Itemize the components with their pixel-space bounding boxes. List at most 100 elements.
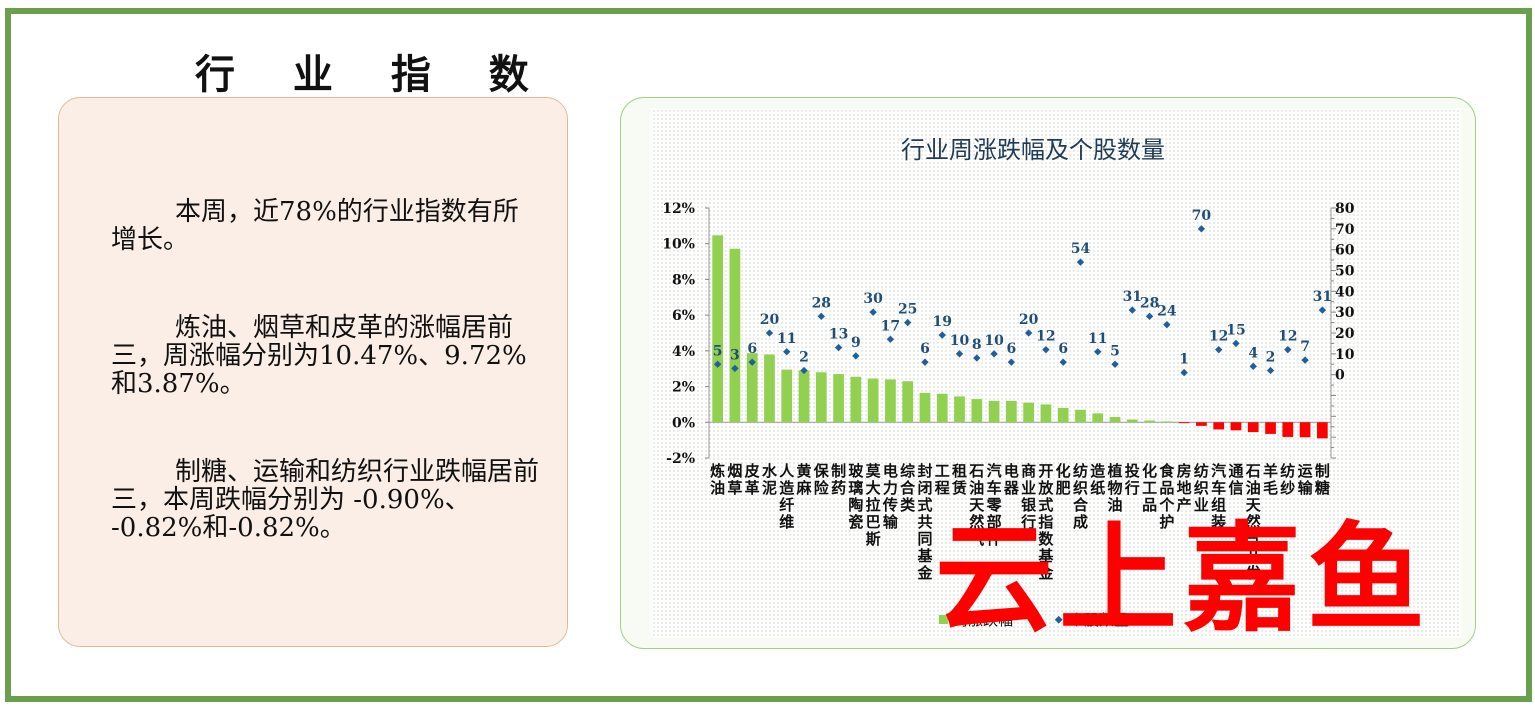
category-label-13: 金	[916, 564, 933, 582]
category-label-7: 险	[814, 479, 830, 497]
category-label-17: 部	[987, 513, 1002, 531]
y-right-tick-label: 30	[1335, 305, 1355, 321]
count-marker-35	[1301, 356, 1309, 364]
category-label-14: 工	[935, 462, 950, 480]
category-label-10: 莫	[866, 462, 882, 480]
category-label-33: 毛	[1263, 479, 1278, 497]
category-label-26: 品	[1142, 496, 1157, 514]
count-label-26: 28	[1140, 295, 1159, 311]
bar-16	[971, 399, 983, 423]
bar-19	[1023, 402, 1034, 423]
category-label-31: 信	[1228, 479, 1243, 497]
category-label-5: 造	[779, 479, 794, 497]
category-label-21: 化	[1056, 462, 1071, 480]
count-marker-13	[921, 358, 929, 366]
legend-bar-label: 周涨跌幅	[953, 611, 1013, 629]
category-label-20: 指	[1038, 513, 1053, 531]
legend-marker-label: 个股数量	[1069, 611, 1129, 629]
category-label-24: 植	[1108, 462, 1123, 480]
count-label-5: 11	[777, 331, 796, 347]
category-label-6: 麻	[796, 479, 813, 497]
category-label-20: 数	[1038, 530, 1054, 548]
category-label-3: 革	[745, 479, 760, 497]
category-label-9: 瓷	[848, 513, 863, 531]
category-label-13: 同	[917, 530, 932, 548]
bar-15	[954, 396, 965, 423]
count-label-36: 31	[1313, 289, 1332, 305]
category-label-29: 织	[1194, 479, 1209, 497]
count-label-7: 28	[812, 295, 831, 311]
bar-11	[885, 379, 896, 423]
category-label-26: 工	[1142, 479, 1157, 497]
industry-chart: 行业周涨跌幅及个股数量 -2% 0% 2% 4% 6% 8% 10% 12% 0 10 20 30 40 5…	[651, 108, 1461, 638]
bar-7	[815, 372, 827, 423]
bar-14	[936, 393, 948, 423]
category-label-24: 物	[1108, 479, 1123, 497]
category-label-20: 金	[1037, 564, 1054, 582]
category-label-23: 纸	[1090, 479, 1105, 497]
count-marker-33	[1266, 366, 1275, 375]
category-label-8: 药	[831, 479, 846, 497]
y-left-tick-label: 2%	[672, 380, 695, 396]
category-label-30: 汽	[1211, 462, 1226, 480]
category-label-32: 天	[1246, 496, 1262, 514]
bar-27	[1161, 421, 1173, 423]
count-label-12: 25	[898, 302, 917, 318]
bar-28	[1178, 422, 1190, 424]
summary-paragraph-2: 炼油、烟草和皮革的涨幅居前三，周涨幅分别为10.47%、9.72%和3.87%。	[111, 313, 527, 399]
category-label-34: 纱	[1280, 479, 1295, 497]
bar-6	[798, 370, 810, 423]
category-label-20: 式	[1038, 496, 1053, 514]
bar-17	[988, 400, 1000, 423]
count-label-6: 2	[799, 350, 809, 366]
bar-18	[1006, 400, 1017, 423]
category-label-3: 皮	[745, 462, 760, 480]
bar-9	[850, 376, 862, 423]
bar-21	[1057, 408, 1069, 423]
category-label-17: 件	[987, 530, 1002, 548]
count-label-22: 54	[1071, 241, 1091, 257]
bar-13	[919, 392, 931, 423]
category-label-13: 基	[916, 547, 933, 565]
category-label-12: 合	[899, 479, 916, 497]
bar-4	[764, 354, 775, 423]
count-label-13: 6	[920, 341, 930, 357]
bar-26	[1144, 420, 1155, 423]
category-label-29: 纺	[1194, 462, 1209, 480]
count-marker-31	[1232, 339, 1240, 348]
category-label-5: 人	[779, 462, 795, 480]
category-label-35: 运	[1298, 462, 1313, 480]
count-marker-20	[1042, 345, 1050, 354]
count-label-2: 3	[730, 347, 740, 363]
category-label-12: 类	[900, 496, 916, 514]
category-label-11: 输	[883, 513, 899, 531]
bar-2	[729, 248, 741, 423]
category-label-32: 开	[1246, 547, 1261, 565]
category-label-13: 封	[917, 462, 932, 480]
count-label-14: 19	[933, 314, 952, 330]
bar-3	[746, 353, 758, 423]
category-label-15: 租	[952, 462, 967, 480]
category-label-32: 石	[1245, 462, 1261, 480]
y-left-tick-label: 8%	[672, 272, 695, 288]
category-label-32: 气	[1245, 530, 1261, 548]
count-label-10: 30	[863, 291, 883, 307]
category-label-2: 烟	[727, 462, 742, 480]
category-label-16: 油	[969, 479, 984, 497]
category-label-15: 赁	[951, 479, 967, 497]
category-label-17: 零	[986, 496, 1003, 514]
bar-31	[1230, 422, 1242, 431]
category-label-16: 石	[968, 462, 984, 480]
count-label-33: 2	[1266, 350, 1276, 366]
category-label-28: 房	[1177, 462, 1192, 480]
summary-textbox: 本周，近78%的行业指数有所增长。 炼油、烟草和皮革的涨幅居前三，周涨幅分别为1…	[58, 97, 568, 647]
category-label-30: 装	[1210, 513, 1227, 531]
category-label-10: 巴	[866, 513, 881, 531]
y-right-tick-label: 40	[1335, 284, 1355, 300]
bar-36	[1317, 422, 1328, 439]
count-label-29: 70	[1192, 208, 1212, 224]
category-label-19: 银	[1021, 496, 1037, 514]
category-label-22: 成	[1073, 513, 1088, 531]
category-label-22: 合	[1072, 496, 1089, 514]
category-label-13: 共	[917, 513, 932, 531]
